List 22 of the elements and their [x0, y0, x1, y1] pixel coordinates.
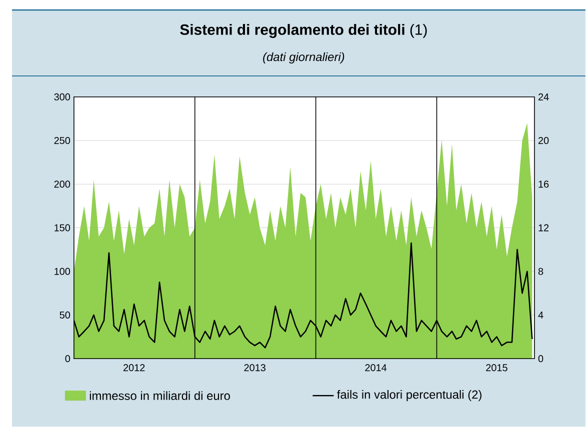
y2-tick-label: 8 [538, 268, 544, 276]
y-tick-label: 300 [54, 94, 70, 101]
y2-tick-label: 4 [538, 312, 544, 319]
y-tick-label: 250 [54, 137, 70, 144]
x-tick-label: 2014 [365, 364, 387, 372]
y-tick-label: 50 [60, 312, 70, 319]
x-tick-label: 2013 [244, 364, 266, 372]
y2-tick-label: 0 [538, 355, 544, 362]
x-tick-label: 2012 [123, 364, 145, 372]
chart-subtitle: (dati giornalieri) [263, 52, 344, 64]
chart-title: Sistemi di regolamento dei titoli (1) [180, 24, 427, 38]
legend-label: fails in valori percentuali (2) [337, 390, 482, 402]
y-tick-label: 150 [54, 224, 70, 232]
y2-tick-label: 24 [538, 94, 549, 101]
y-tick-label: 100 [54, 268, 70, 276]
y2-tick-label: 20 [538, 137, 549, 144]
y-tick-label: 200 [54, 180, 70, 188]
y2-tick-label: 16 [538, 180, 549, 188]
legend-label: immesso in miliardi di euro [90, 391, 230, 400]
y2-tick-label: 12 [538, 224, 549, 232]
x-tick-label: 2015 [486, 364, 508, 372]
y-tick-label: 0 [65, 355, 70, 362]
